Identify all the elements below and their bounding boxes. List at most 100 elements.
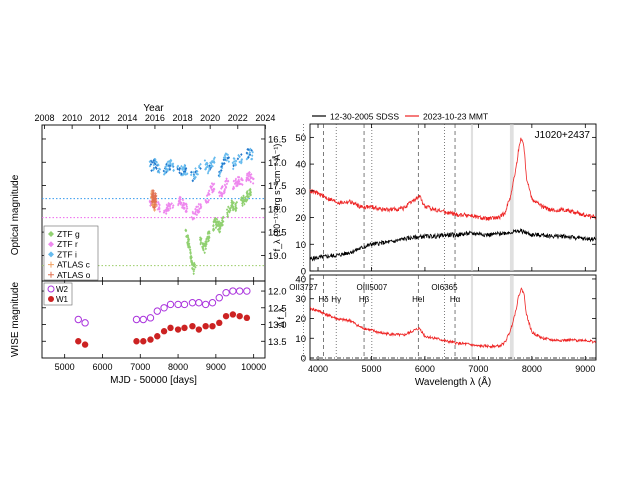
data-point [185,206,189,210]
data-point [247,195,250,199]
data-point [221,223,224,227]
data-point [185,203,188,207]
data-point [211,188,215,192]
data-point [216,228,220,232]
object-annotation: J1020+2437 [535,130,591,141]
data-point [191,179,195,183]
data-point [171,206,175,209]
w1-point [154,333,161,340]
top-axis-label: Year [143,103,164,114]
data-point [158,203,161,207]
data-point [165,164,169,168]
y-tick-label: 19.0 [268,251,287,262]
data-point [191,217,195,220]
y-tick-label: 40 [295,160,306,171]
y-tick-label: 13.5 [268,337,287,348]
y-axis-label: f_λ (10⁻¹⁷ erg s⁻¹cm⁻² Å⁻¹) [272,144,282,252]
y-tick-label: 40 [295,274,306,285]
data-point [163,170,167,174]
year-tick-label: 2022 [228,113,248,123]
data-point [187,238,190,242]
data-point [234,177,238,181]
w2-point [195,299,203,307]
data-point [156,170,160,174]
data-point [238,180,241,183]
emission-line-label: OI6365 [431,283,458,292]
data-point [230,199,233,202]
w1-point [229,311,237,318]
w2-point [180,300,189,309]
data-point [228,210,231,214]
data-point [208,236,211,240]
data-point [249,189,252,193]
w1-point [81,341,89,348]
data-point [249,147,252,151]
data-point [190,170,193,174]
x-tick-label: 9000 [206,362,226,372]
x-tick-label: 7000 [130,362,150,372]
data-point [168,164,172,168]
data-point [246,147,249,151]
data-point [181,168,184,172]
data-point [248,193,252,197]
data-point [169,160,172,164]
data-point [229,206,232,210]
data-point [204,167,208,171]
telluric-band [509,124,514,271]
data-point [172,169,175,173]
y-tick-label: 20 [295,213,306,224]
w1-point [222,312,230,320]
data-point [231,206,235,210]
year-tick-label: 2010 [62,113,82,123]
legend-marker [48,231,54,237]
legend-marker [48,261,54,268]
data-point [231,161,234,165]
w1-point [75,338,82,345]
emission-line-label: OIII5007 [357,283,388,292]
data-point [232,201,235,205]
data-point [232,160,236,163]
data-point [182,203,186,207]
data-point [234,209,237,213]
data-point [185,210,188,214]
data-point [221,217,224,220]
data-point [234,159,238,163]
data-point [243,202,246,206]
data-point [154,192,158,196]
legend-marker [48,241,54,248]
legend-marker [47,285,55,293]
data-point [198,207,201,211]
y-tick-label: 10 [295,240,306,251]
data-point [148,164,152,168]
data-point [218,174,221,178]
data-point [241,183,244,187]
data-point [206,171,210,175]
w2-point [132,315,141,324]
data-point [191,170,195,174]
w2-point [153,307,161,315]
y-tick-label: 10 [295,334,306,345]
data-point [193,177,196,181]
legend-label: 12-30-2005 SDSS [330,112,399,122]
data-point [163,210,166,214]
w1-point [174,326,182,333]
x-tick-label: 5000 [361,364,381,374]
data-point [149,204,152,208]
data-point [208,167,211,171]
data-point [236,184,239,188]
data-point [187,245,190,248]
w1-point [195,326,203,333]
data-point [222,220,225,223]
spectrum-line [309,227,597,262]
data-point [193,263,196,267]
data-point [176,164,180,168]
data-point [221,185,224,189]
wise-panel-frame [41,280,266,359]
spectrum-panel-frame [309,123,597,272]
data-point [224,185,228,189]
data-point [165,209,168,213]
data-point [220,194,224,198]
data-point [165,207,169,211]
data-point [243,199,247,203]
data-point [183,206,186,210]
